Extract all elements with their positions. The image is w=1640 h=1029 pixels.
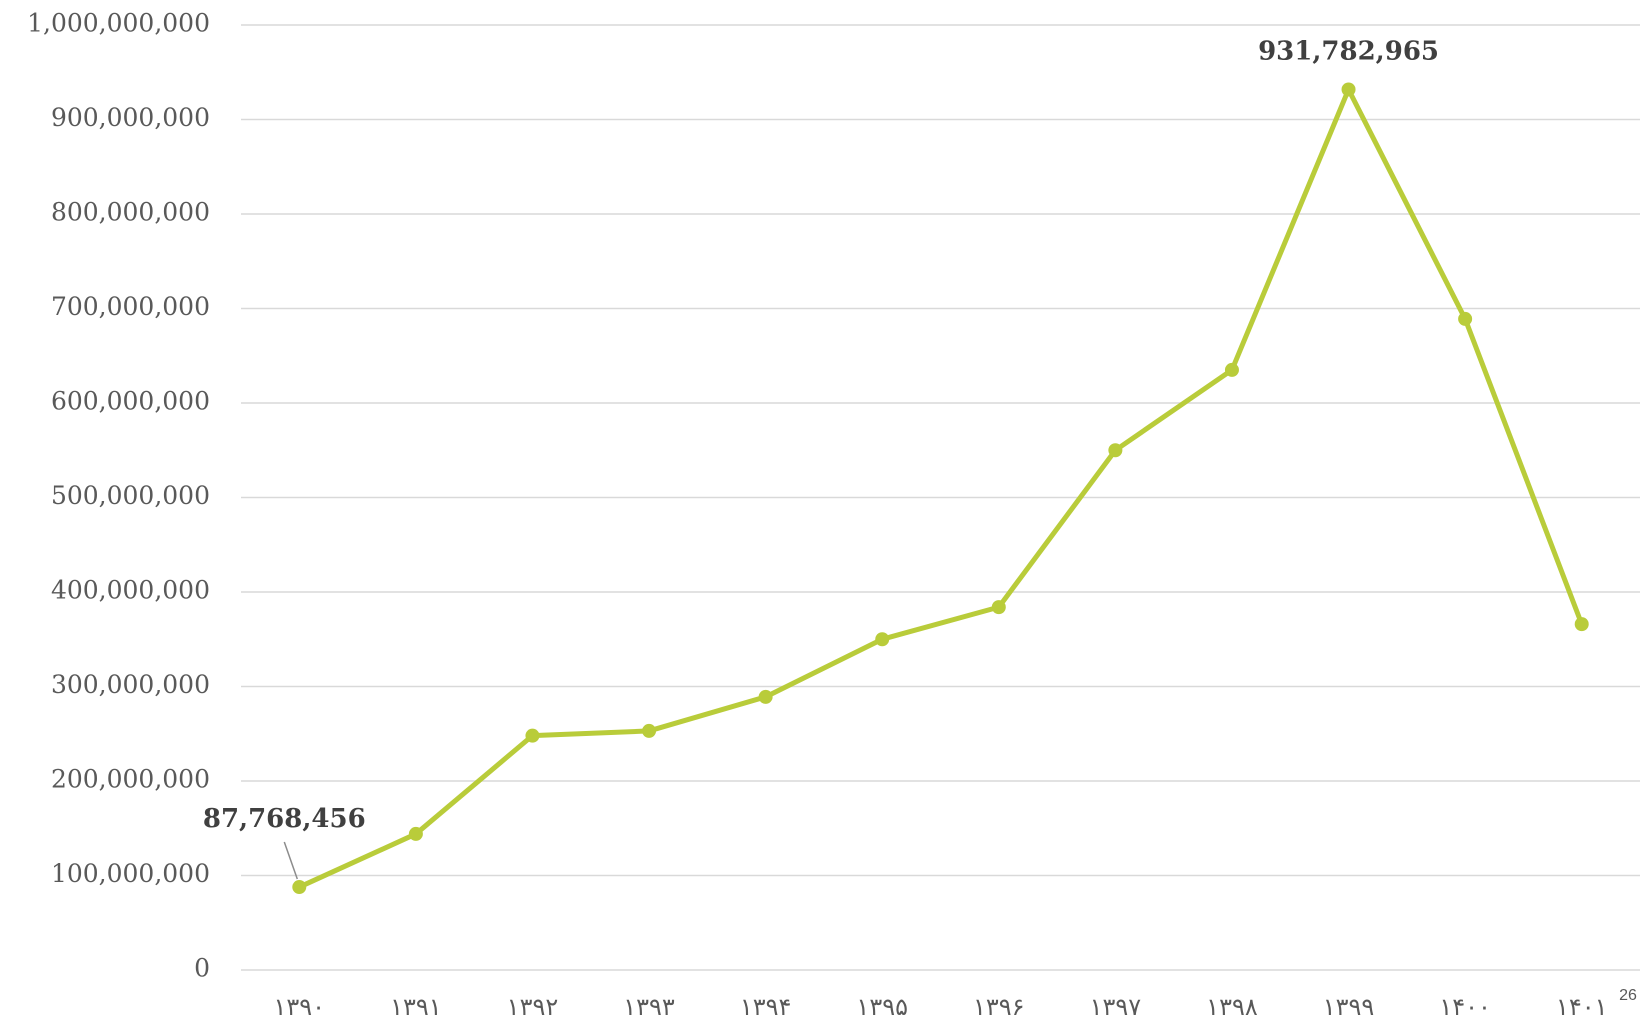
annotation: 26 — [1619, 987, 1637, 1004]
point — [1341, 82, 1356, 97]
y-tick-label: 300,000,000 — [51, 670, 210, 699]
value-label: 931,782,965 — [1258, 36, 1439, 66]
y-tick-label: 400,000,000 — [51, 576, 210, 605]
y-tick-label: 200,000,000 — [51, 765, 210, 794]
point — [1574, 617, 1589, 632]
x-tick-label: ۱۳۹۵ — [856, 993, 908, 1021]
point — [991, 600, 1006, 615]
x-tick-label: ۱۳۹۰ — [274, 993, 326, 1021]
point — [875, 632, 890, 647]
x-tick-label: ۱۳۹۷ — [1090, 993, 1142, 1021]
x-tick-label: ۱۳۹۱ — [390, 993, 442, 1021]
y-tick-label: 900,000,000 — [51, 103, 210, 132]
point — [1108, 443, 1123, 458]
point — [292, 880, 307, 895]
x-tick-label: ۱۳۹۶ — [973, 993, 1025, 1021]
point — [642, 723, 657, 738]
value-label: 87,768,456 — [203, 804, 366, 834]
x-tick-label: ۱۳۹۲ — [507, 993, 559, 1021]
y-tick-label: 0 — [194, 954, 210, 983]
y-tick-label: 500,000,000 — [51, 481, 210, 510]
point — [1458, 311, 1473, 326]
x-tick-label: ۱۳۹۴ — [740, 993, 792, 1021]
x-tick-label: ۱۴۰۱ — [1556, 993, 1608, 1021]
y-tick-label: 100,000,000 — [51, 859, 210, 888]
point — [525, 728, 540, 743]
point — [758, 689, 773, 704]
point — [408, 826, 423, 841]
y-tick-label: 1,000,000,000 — [27, 9, 210, 38]
y-tick-label: 700,000,000 — [51, 292, 210, 321]
y-tick-label: 800,000,000 — [51, 198, 210, 227]
x-tick-label: ۱۳۹۹ — [1323, 993, 1375, 1021]
x-tick-label: ۱۳۹۳ — [623, 993, 675, 1021]
point — [1224, 362, 1239, 377]
y-tick-label: 600,000,000 — [51, 387, 210, 416]
x-tick-label: ۱۳۹۸ — [1206, 993, 1258, 1021]
leader-line — [283, 841, 298, 880]
x-tick-label: ۱۴۰۰ — [1439, 993, 1491, 1021]
line — [298, 86, 1585, 890]
